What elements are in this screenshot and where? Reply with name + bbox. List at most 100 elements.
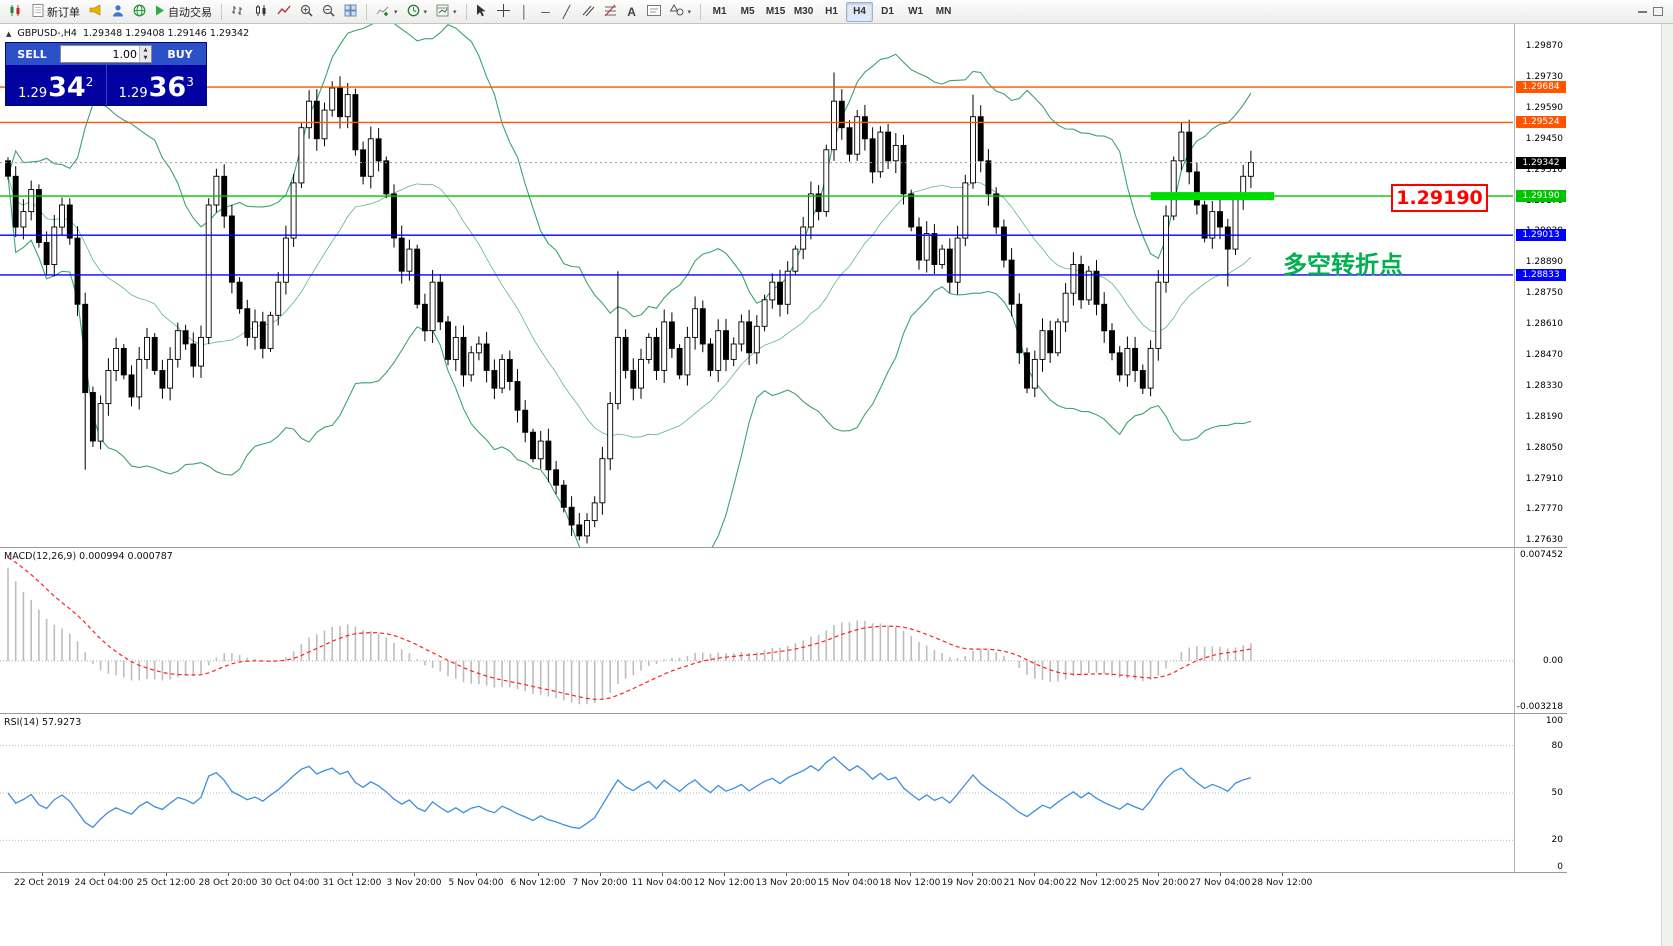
time-tick-label: 12 Nov 12:00 bbox=[693, 878, 755, 888]
new-order-button[interactable]: 新订单 bbox=[28, 2, 84, 22]
fibonacci-icon bbox=[604, 4, 617, 20]
time-tick-label: 5 Nov 04:00 bbox=[448, 878, 504, 888]
news-button[interactable] bbox=[85, 2, 107, 22]
timeframe-w1-button[interactable]: W1 bbox=[902, 2, 929, 22]
buy-button[interactable]: BUY bbox=[154, 43, 206, 65]
text-tool-button[interactable]: A bbox=[622, 2, 642, 22]
horizontal-line-icon: ─ bbox=[541, 4, 550, 19]
vertical-scrollbar[interactable] bbox=[1661, 24, 1673, 946]
time-tick bbox=[414, 873, 415, 876]
macd-pane: MACD(12,26,9) 0.000994 0.000787 bbox=[0, 548, 1514, 714]
bar-chart-type-button[interactable] bbox=[227, 2, 249, 22]
axis-tick-label: -0.003218 bbox=[1516, 702, 1563, 712]
candlestick-chart-icon bbox=[8, 4, 23, 20]
axis-tick-label: 20 bbox=[1551, 835, 1563, 846]
price-line-label: 1.29013 bbox=[1516, 229, 1566, 242]
zoom-out-button[interactable] bbox=[318, 2, 339, 22]
community-button[interactable] bbox=[108, 2, 128, 22]
sell-button[interactable]: SELL bbox=[6, 43, 58, 65]
spinner-down-icon[interactable]: ▼ bbox=[140, 54, 151, 62]
timeframe-h4-button[interactable]: H4 bbox=[846, 1, 874, 22]
spinner-up-icon[interactable]: ▲ bbox=[140, 46, 151, 54]
line-chart-type-button[interactable] bbox=[273, 2, 295, 22]
restore-window-icon[interactable] bbox=[1653, 7, 1663, 16]
new-chart-button[interactable] bbox=[4, 2, 27, 22]
text-icon: A bbox=[627, 4, 636, 19]
indicators-button[interactable]: ▾ bbox=[372, 2, 402, 22]
axis-tick-label: 1.29450 bbox=[1525, 133, 1563, 144]
time-tick bbox=[538, 873, 539, 876]
time-tick bbox=[786, 873, 787, 876]
macd-chart-canvas[interactable] bbox=[0, 548, 1513, 713]
buy-price-prefix: 1.29 bbox=[118, 86, 148, 101]
time-tick bbox=[166, 873, 167, 876]
template-icon bbox=[436, 4, 449, 20]
indicator-plus-icon bbox=[376, 4, 390, 20]
rsi-pane: RSI(14) 57.9273 bbox=[0, 714, 1514, 873]
tile-windows-button[interactable] bbox=[340, 2, 361, 22]
candlestick-icon bbox=[254, 4, 268, 20]
shapes-tool-button[interactable]: ▾ bbox=[666, 2, 696, 22]
tile-windows-icon bbox=[344, 4, 357, 20]
buy-price-sup: 3 bbox=[186, 75, 194, 89]
timeframe-d1-button[interactable]: D1 bbox=[874, 2, 901, 22]
time-tick-label: 31 Oct 12:00 bbox=[322, 878, 382, 888]
templates-button[interactable]: ▾ bbox=[432, 2, 461, 22]
time-tick bbox=[1158, 873, 1159, 876]
cursor-tool-button[interactable] bbox=[472, 2, 492, 22]
buy-price[interactable]: 1.29 36 3 bbox=[107, 65, 207, 105]
rsi-chart-canvas[interactable] bbox=[0, 714, 1513, 872]
channel-tool-button[interactable] bbox=[578, 2, 599, 22]
timeframe-m5-button[interactable]: M5 bbox=[734, 2, 761, 22]
turning-point-label[interactable]: 多空转折点 bbox=[1283, 251, 1403, 279]
timeframe-m1-button[interactable]: M1 bbox=[706, 2, 733, 22]
price-line-label: 1.28833 bbox=[1516, 268, 1566, 281]
vertical-line-icon: │ bbox=[520, 4, 529, 19]
sell-price[interactable]: 1.29 34 2 bbox=[6, 65, 107, 105]
vertical-line-tool-button[interactable]: │ bbox=[515, 2, 535, 22]
time-axis[interactable]: 22 Oct 2019 24 Oct 04:00 25 Oct 12:00 28 Oc… bbox=[0, 873, 1567, 899]
price-annotation-box[interactable]: 1.29190 bbox=[1391, 184, 1488, 212]
auto-trading-button[interactable]: 自动交易 bbox=[151, 2, 216, 22]
crosshair-tool-button[interactable] bbox=[493, 2, 514, 22]
chevron-down-icon: ▾ bbox=[687, 8, 692, 16]
time-tick-label: 28 Oct 20:00 bbox=[198, 878, 258, 888]
volume-stepper[interactable]: 1.00 ▲ ▼ bbox=[60, 45, 152, 63]
axis-tick-label: 1.29590 bbox=[1525, 102, 1563, 113]
price-axis[interactable]: 1.29870 1.29730 1.29590 1.29450 1.29310 1.291… bbox=[1514, 24, 1567, 548]
candlestick-type-button[interactable] bbox=[250, 2, 272, 22]
axis-tick-label: 1.29310 bbox=[1525, 164, 1563, 175]
time-tick bbox=[972, 873, 973, 876]
price-chart-canvas[interactable] bbox=[0, 24, 1513, 547]
chart-window: ▲ GBPUSD-,H4 1.29348 1.29408 1.29146 1.2… bbox=[0, 24, 1673, 946]
volume-value[interactable]: 1.00 bbox=[112, 47, 138, 61]
timeframe-h1-button[interactable]: H1 bbox=[818, 2, 845, 22]
axis-tick-label: 1.27770 bbox=[1525, 504, 1563, 515]
rsi-indicator-label: RSI(14) 57.9273 bbox=[4, 717, 82, 728]
minimize-window-icon[interactable] bbox=[1638, 10, 1647, 13]
timeframe-m15-button[interactable]: M15 bbox=[762, 2, 789, 22]
toolbar-separator bbox=[700, 3, 702, 20]
axis-tick-label: 1.27630 bbox=[1525, 535, 1563, 546]
axis-tick-label: 1.28750 bbox=[1525, 288, 1563, 299]
chevron-down-icon: ▾ bbox=[453, 8, 457, 16]
trendline-tool-button[interactable]: ╱ bbox=[557, 2, 577, 22]
current-price-label: 1.29342 bbox=[1516, 156, 1566, 169]
label-tool-button[interactable] bbox=[643, 2, 665, 22]
horizontal-line-tool-button[interactable]: ─ bbox=[536, 2, 556, 22]
trendline-icon: ╱ bbox=[562, 4, 571, 19]
timeframe-mn-button[interactable]: MN bbox=[930, 2, 957, 22]
time-tick-label: 15 Nov 04:00 bbox=[817, 878, 879, 888]
timeframe-m30-button[interactable]: M30 bbox=[790, 2, 817, 22]
market-button[interactable] bbox=[129, 2, 150, 22]
horn-icon bbox=[89, 4, 103, 19]
time-tick-label: 22 Nov 12:00 bbox=[1065, 878, 1127, 888]
time-tick-label: 22 Oct 2019 bbox=[14, 878, 70, 888]
time-tick-label: 24 Oct 04:00 bbox=[74, 878, 134, 888]
timeframe-group: M1 M5 M15 M30 H1 H4 D1 W1 MN bbox=[706, 1, 957, 22]
zoom-in-button[interactable] bbox=[296, 2, 317, 22]
periods-button[interactable]: ▾ bbox=[403, 2, 432, 22]
fibonacci-tool-button[interactable] bbox=[600, 2, 621, 22]
chevron-down-icon: ▾ bbox=[394, 8, 398, 16]
price-line-label: 1.29524 bbox=[1516, 116, 1566, 129]
